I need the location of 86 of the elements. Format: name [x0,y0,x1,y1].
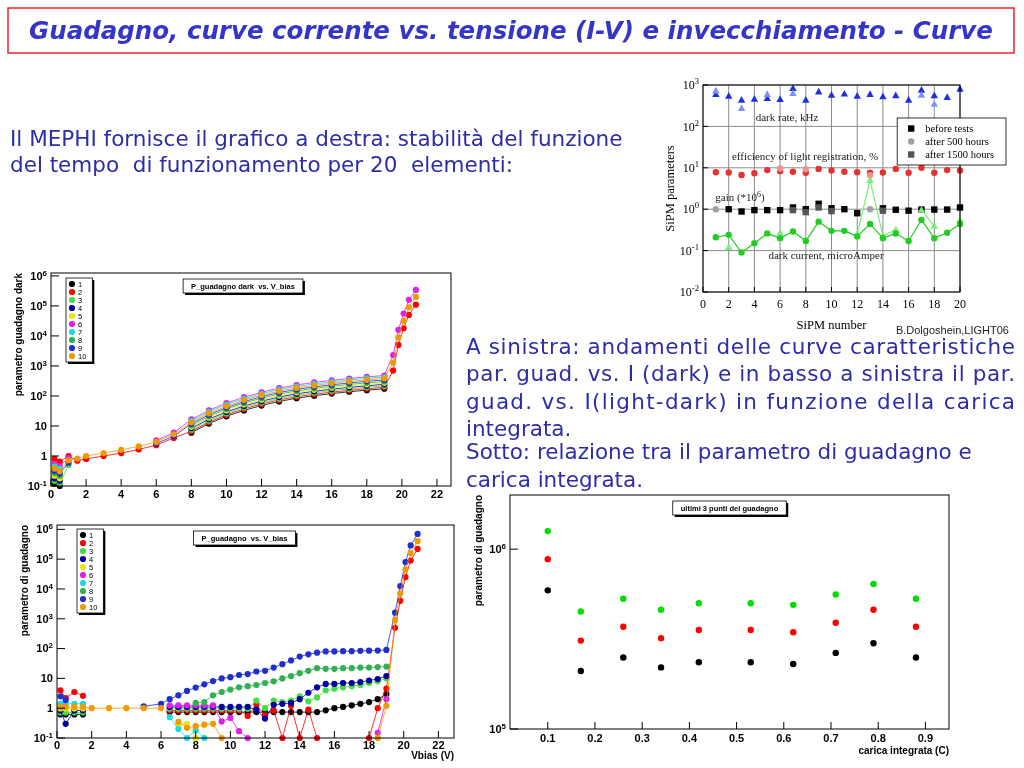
y-tick-label: 10$^{1}$ [682,159,699,175]
y-tick-label: 10$^{-1}$ [679,241,699,258]
x-tick-label: 0 [47,488,55,500]
y-tick-label: 10$^{4}$ [36,581,54,595]
y-axis-title: parametro di guadagno [472,495,484,607]
x-axis-title: Vbias (V) [411,750,454,761]
y-tick-label: 10$^{5}$ [30,298,48,312]
annotation: dark current, microAmper [768,248,884,261]
x-axis-title: SiPM number [796,318,868,332]
y-tick-label: 10$^{3}$ [682,76,699,93]
text: Il MEPHI fornisce il grafico a destra: stabilità del funzione del tempo di funzionamento per 20 elementi: [10,126,623,177]
x-tick-label: 14 [876,297,889,311]
x-tick-label: 8 [188,488,195,500]
annotation: gain (*10$^{6}$) [715,189,766,204]
y-tick-label: 10$^{5}$ [36,551,54,566]
y-tick-label: 10$^{2}$ [30,388,48,402]
x-tick-label: 12 [851,297,864,311]
x-tick-label: 2 [88,739,95,751]
y-tick-label: 10$^{5}$ [489,721,507,735]
x-tick-label: 22 [430,488,444,500]
x-tick-label: 22 [432,739,445,751]
x-tick-label: 10 [224,739,237,751]
annotation: dark rate, kHz [755,110,819,123]
x-tick-label: 8 [802,297,809,311]
y-tick-label: 10$^{3}$ [36,611,54,625]
y-axis-title: parametro di guadagno [18,525,30,637]
x-tick-label: 20 [954,297,966,311]
y-axis-title: parametro guadagno dark [12,272,24,397]
x-tick-label: 0.2 [587,732,603,744]
text: Guadagno, curve corrente vs. tensione (I-V) e invecchiamento - Curve [29,16,993,46]
x-tick-label: 16 [902,297,915,311]
y-tick-label: 10$^{2}$ [682,117,699,134]
x-tick-label: 4 [751,297,758,311]
y-tick-label: 10$^{2}$ [36,640,54,655]
y-axis-title: SiPM parameters [663,145,678,232]
x-tick-label: 0.5 [728,732,745,744]
y-tick-label: 1 [40,449,47,462]
y-tick-label: 10$^{-1}$ [27,478,48,492]
x-tick-label: 20 [395,488,408,500]
x-tick-label: 14 [290,488,304,500]
y-tick-label: 10$^{-2}$ [679,283,699,300]
y-tick-label: 1 [46,702,53,715]
y-tick-label: 10$^{3}$ [30,358,48,372]
x-tick-label: 18 [360,488,373,500]
y-tick-label: 10$^{6}$ [489,541,507,555]
annotation: efficiency of light registration, % [731,149,879,162]
x-tick-label: 20 [397,739,410,751]
legend-label: after 1500 hours [925,149,995,161]
x-tick-label: 8 [192,739,199,751]
x-tick-label: 0.1 [540,732,556,744]
x-tick-label: 16 [325,488,338,500]
x-tick-label: 0 [53,739,61,751]
x-tick-label: 0.9 [917,732,934,744]
x-tick-label: 6 [777,297,784,311]
y-tick-label: 10 [40,672,53,685]
y-tick-label: 10$^{-1}$ [33,730,54,744]
x-tick-label: 18 [362,739,376,751]
y-tick-label: 10$^{6}$ [36,521,54,536]
x-tick-label: 2 [725,297,732,311]
text: B.Dolgoshein,LIGHT06 [895,324,1009,336]
x-tick-label: 0.4 [681,732,698,744]
x-tick-label: 10 [220,488,233,500]
y-tick-label: 10 [34,419,47,432]
x-tick-label: 12 [255,488,268,500]
x-tick-label: 16 [328,739,341,751]
x-tick-label: 0 [700,297,706,311]
text: Sotto: relazione tra il parametro di guadagno e carica integrata. [466,439,972,492]
y-tick-label: 10$^{0}$ [682,200,699,217]
x-tick-label: 0.8 [870,732,886,744]
x-tick-label: 6 [153,488,160,500]
x-tick-label: 6 [157,739,165,751]
x-tick-label: 0.7 [823,732,839,744]
x-tick-label: 0.3 [634,732,650,744]
legend-label: after 500 hours [925,136,989,148]
x-tick-label: 18 [928,297,941,311]
y-tick-label: 10$^{6}$ [30,268,48,282]
x-tick-label: 4 [123,739,131,751]
legend-label: before tests [925,123,974,135]
x-tick-label: 14 [293,739,307,751]
x-tick-label: 12 [258,739,272,751]
x-tick-label: 10 [825,297,838,311]
x-tick-label: 4 [118,488,126,500]
x-tick-label: 0.6 [776,732,792,744]
x-tick-label: 2 [83,488,90,500]
x-axis-title: carica integrata (C) [858,745,949,756]
y-tick-label: 10$^{4}$ [30,328,48,342]
